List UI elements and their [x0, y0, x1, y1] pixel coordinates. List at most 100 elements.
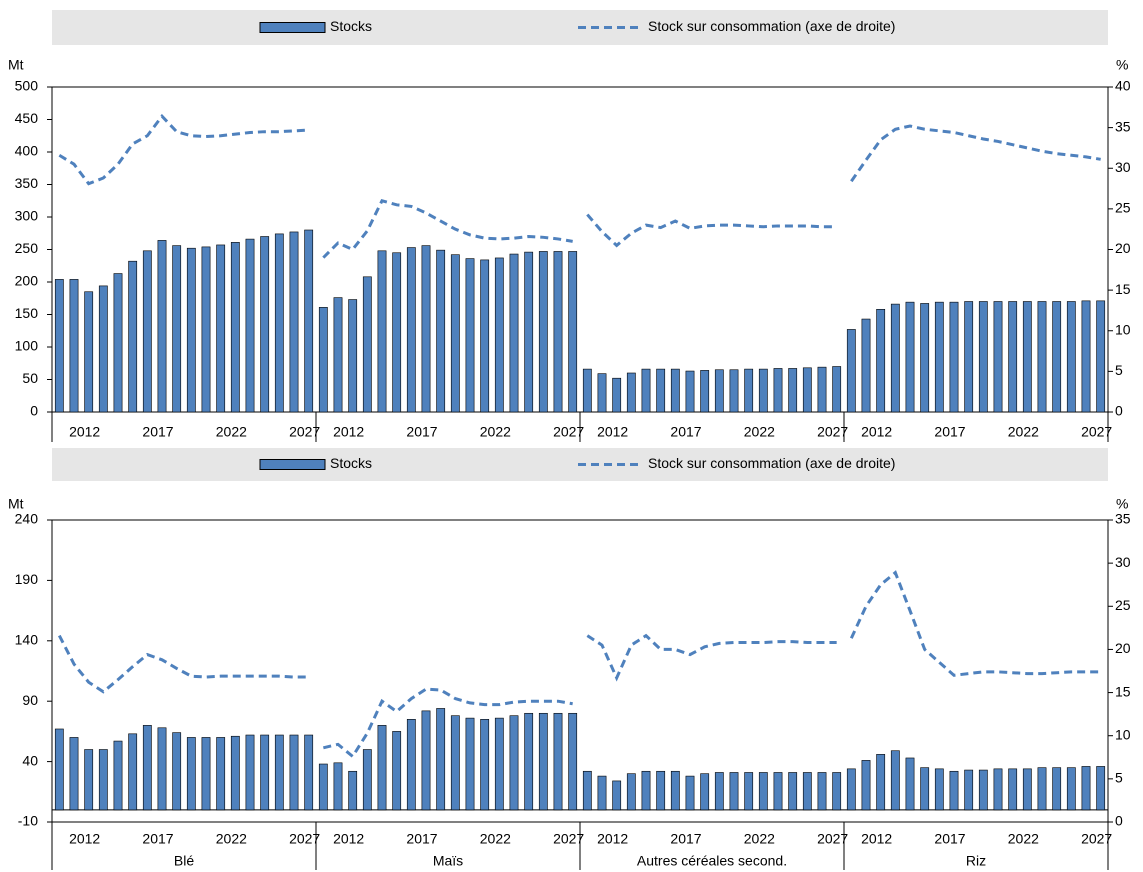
bar: [568, 251, 578, 413]
bar: [758, 368, 768, 413]
x-tick-label: 2012: [861, 424, 892, 440]
ratio-line: [849, 570, 1101, 677]
bar: [597, 775, 607, 811]
bar: [993, 768, 1003, 811]
bar: [1008, 301, 1018, 413]
y2-tick-label: 0: [1115, 403, 1123, 419]
bar: [172, 732, 182, 811]
bar: [993, 301, 1003, 413]
bar: [480, 719, 490, 811]
bar: [157, 727, 167, 811]
legend-label: Stock sur consommation (axe de droite): [648, 18, 895, 34]
x-tick-label: 2027: [817, 831, 848, 847]
bar: [612, 780, 622, 811]
bar: [172, 245, 182, 413]
bar: [685, 370, 695, 413]
bar: [509, 715, 519, 811]
bar: [641, 368, 651, 413]
bar: [758, 772, 768, 811]
bar: [890, 750, 900, 811]
x-tick-label: 2022: [216, 831, 247, 847]
bar: [949, 301, 959, 413]
y-tick-label: 240: [15, 511, 39, 527]
bar: [905, 757, 915, 811]
group-label: Riz: [966, 853, 986, 869]
bar: [84, 291, 94, 413]
bar: [714, 772, 724, 811]
bar: [494, 717, 504, 811]
bar: [1066, 301, 1076, 413]
bar: [406, 719, 416, 811]
ratio-line: [322, 198, 573, 259]
bar: [582, 770, 592, 811]
bar: [553, 712, 563, 811]
x-tick-label: 2017: [670, 424, 701, 440]
bar: [128, 260, 138, 413]
bar: [392, 731, 402, 811]
bar: [949, 770, 959, 811]
bar: [817, 772, 827, 811]
bar: [832, 772, 842, 811]
bar: [421, 245, 431, 413]
x-tick-label: 2017: [406, 831, 437, 847]
x-tick-label: 2012: [333, 424, 364, 440]
bar: [128, 733, 138, 811]
bar: [406, 247, 416, 413]
x-tick-label: 2017: [142, 424, 173, 440]
y-tick-label: 40: [22, 752, 38, 768]
bar: [1081, 300, 1091, 413]
bar: [362, 749, 372, 811]
x-tick-label: 2017: [670, 831, 701, 847]
x-tick-label: 2022: [480, 424, 511, 440]
x-tick-label: 2012: [69, 424, 100, 440]
bar: [964, 301, 974, 413]
bar: [612, 377, 622, 413]
legend-label: Stocks: [330, 455, 372, 471]
y2-tick-label: 25: [1115, 597, 1131, 613]
x-tick-label: 2012: [69, 831, 100, 847]
x-tick-label: 2022: [216, 424, 247, 440]
x-tick-label: 2027: [1081, 424, 1112, 440]
bar: [289, 734, 299, 811]
y2-tick-label: 10: [1115, 321, 1131, 337]
bar: [201, 246, 211, 413]
y2-axis-label: %: [1116, 496, 1128, 512]
bar: [641, 770, 651, 811]
bar: [362, 276, 372, 413]
bar: [876, 308, 886, 413]
y2-tick-label: 20: [1115, 640, 1131, 656]
bar: [274, 233, 284, 413]
bar: [450, 715, 460, 811]
ratio-line: [586, 633, 837, 682]
bar: [436, 708, 446, 811]
x-tick-label: 2012: [597, 831, 628, 847]
y2-tick-label: 30: [1115, 159, 1131, 175]
ratio-line: [57, 634, 309, 694]
y-tick-label: 500: [15, 78, 39, 94]
group-label: Maïs: [433, 853, 463, 869]
bar: [744, 772, 754, 811]
bar: [802, 772, 812, 811]
bar: [964, 769, 974, 811]
legend-swatch: [259, 22, 326, 33]
bar: [1008, 768, 1018, 811]
x-tick-label: 2027: [289, 424, 320, 440]
y2-tick-label: 15: [1115, 281, 1131, 297]
y-tick-label: 250: [15, 240, 39, 256]
x-tick-label: 2022: [744, 424, 775, 440]
bar: [201, 737, 211, 811]
bar: [274, 734, 284, 811]
bar: [480, 259, 490, 413]
bar: [98, 749, 108, 811]
bar: [450, 254, 460, 413]
bar: [230, 242, 240, 413]
x-tick-label: 2017: [934, 424, 965, 440]
bar: [685, 775, 695, 811]
bar: [524, 251, 534, 413]
bar: [861, 318, 871, 413]
bar: [656, 770, 666, 811]
bar: [670, 770, 680, 811]
ratio-line: [586, 213, 837, 248]
